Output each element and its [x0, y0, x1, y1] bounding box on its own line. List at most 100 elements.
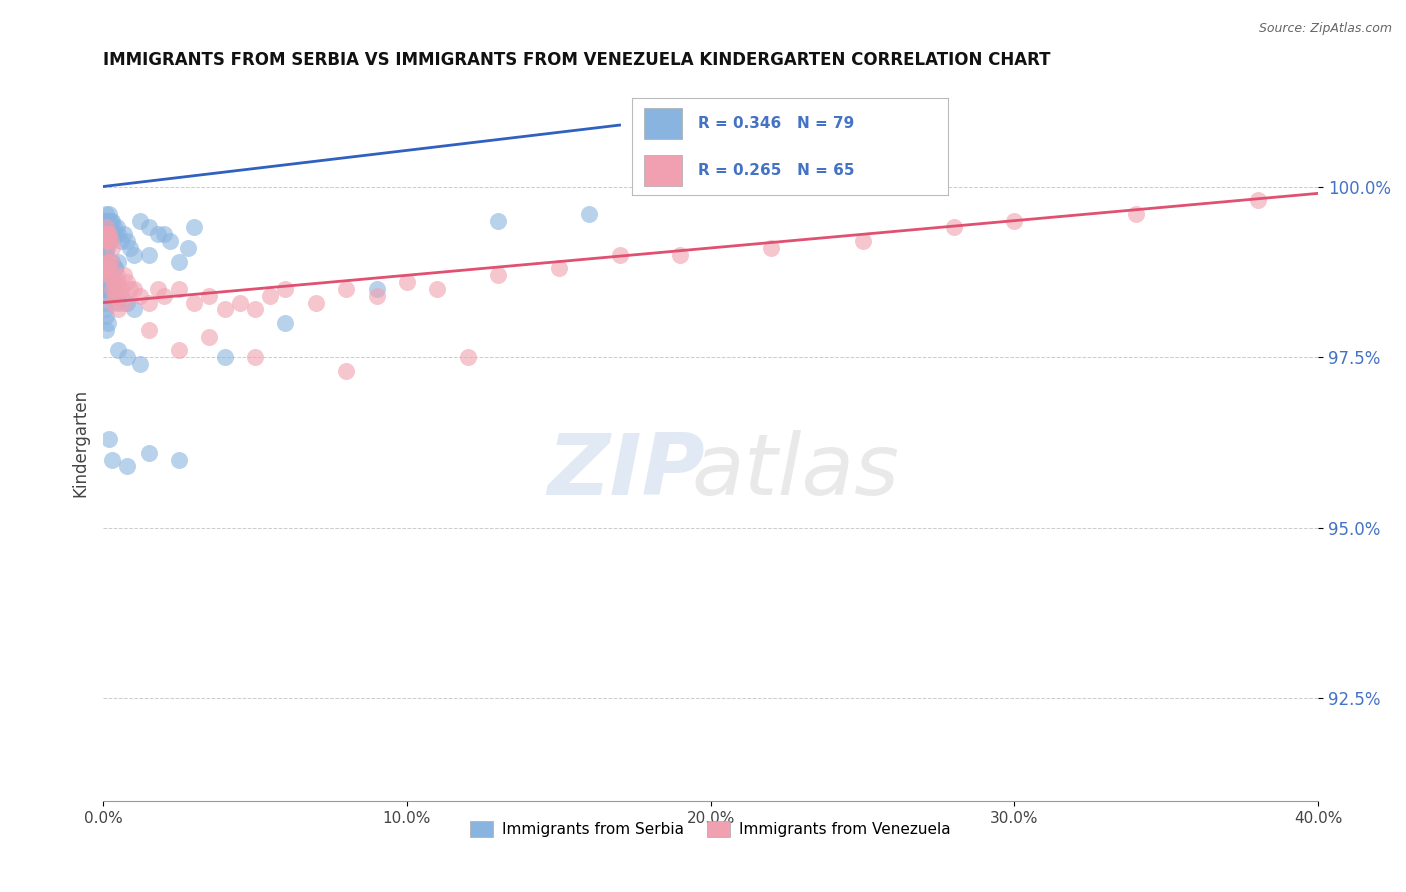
Point	[94, 207, 117, 221]
Point	[274, 316, 297, 330]
Legend: Immigrants from Serbia, Immigrants from Venezuela: Immigrants from Serbia, Immigrants from …	[464, 815, 957, 844]
Point	[110, 282, 132, 296]
Point	[96, 234, 118, 248]
Text: IMMIGRANTS FROM SERBIA VS IMMIGRANTS FROM VENEZUELA KINDERGARTEN CORRELATION CHA: IMMIGRANTS FROM SERBIA VS IMMIGRANTS FRO…	[103, 51, 1050, 69]
Point	[105, 220, 128, 235]
Point	[93, 295, 115, 310]
Text: ZIP: ZIP	[547, 430, 704, 513]
Point	[366, 289, 388, 303]
Point	[104, 289, 127, 303]
Point	[96, 261, 118, 276]
Point	[138, 295, 160, 310]
Point	[97, 261, 120, 276]
Point	[761, 241, 783, 255]
Point	[94, 241, 117, 255]
Point	[104, 261, 127, 276]
Point	[107, 275, 129, 289]
Point	[112, 268, 135, 283]
Point	[942, 220, 965, 235]
Point	[94, 275, 117, 289]
Point	[93, 227, 115, 242]
Point	[112, 227, 135, 242]
Point	[104, 227, 127, 242]
Y-axis label: Kindergarten: Kindergarten	[72, 388, 89, 497]
Point	[547, 261, 569, 276]
Point	[1125, 207, 1147, 221]
Point	[93, 213, 115, 227]
Point	[486, 213, 509, 227]
Point	[93, 234, 115, 248]
Point	[335, 364, 357, 378]
Point	[93, 302, 115, 317]
Point	[138, 220, 160, 235]
Point	[97, 213, 120, 227]
Point	[366, 282, 388, 296]
Point	[128, 289, 150, 303]
Point	[122, 302, 145, 317]
Point	[98, 432, 121, 446]
Point	[153, 227, 176, 242]
Point	[98, 268, 121, 283]
Point	[93, 261, 115, 276]
Point	[101, 289, 124, 303]
Point	[96, 213, 118, 227]
Point	[177, 241, 200, 255]
Point	[122, 282, 145, 296]
Point	[93, 282, 115, 296]
Point	[100, 213, 122, 227]
Point	[138, 248, 160, 262]
Point	[120, 282, 142, 296]
Point	[117, 459, 139, 474]
Point	[107, 227, 129, 242]
Point	[153, 289, 176, 303]
Point	[100, 213, 122, 227]
Point	[128, 213, 150, 227]
Point	[146, 227, 169, 242]
Point	[117, 234, 139, 248]
Text: atlas: atlas	[692, 430, 900, 513]
Point	[101, 275, 124, 289]
Point	[94, 220, 117, 235]
Point	[100, 254, 122, 268]
Point	[578, 207, 600, 221]
Point	[457, 350, 479, 364]
Point	[94, 289, 117, 303]
Point	[101, 254, 124, 268]
Point	[104, 261, 127, 276]
Point	[97, 227, 120, 242]
Point	[101, 452, 124, 467]
Point	[101, 282, 124, 296]
Point	[96, 220, 118, 235]
Point	[274, 282, 297, 296]
Point	[214, 350, 236, 364]
Point	[138, 323, 160, 337]
Point	[96, 310, 118, 324]
Point	[98, 220, 121, 235]
Point	[103, 220, 125, 235]
Point	[214, 302, 236, 317]
Point	[96, 268, 118, 283]
Point	[96, 241, 118, 255]
Point	[105, 268, 128, 283]
Point	[128, 357, 150, 371]
Point	[97, 234, 120, 248]
Point	[107, 295, 129, 310]
Point	[243, 350, 266, 364]
Point	[93, 261, 115, 276]
Point	[97, 227, 120, 242]
Point	[159, 234, 181, 248]
Point	[107, 302, 129, 317]
Point	[852, 234, 875, 248]
Point	[1246, 193, 1268, 207]
Point	[243, 302, 266, 317]
Point	[98, 213, 121, 227]
Point	[110, 289, 132, 303]
Point	[117, 275, 139, 289]
Point	[138, 446, 160, 460]
Point	[167, 452, 190, 467]
Point	[101, 241, 124, 255]
Point	[183, 220, 205, 235]
Point	[335, 282, 357, 296]
Point	[426, 282, 449, 296]
Point	[395, 275, 418, 289]
